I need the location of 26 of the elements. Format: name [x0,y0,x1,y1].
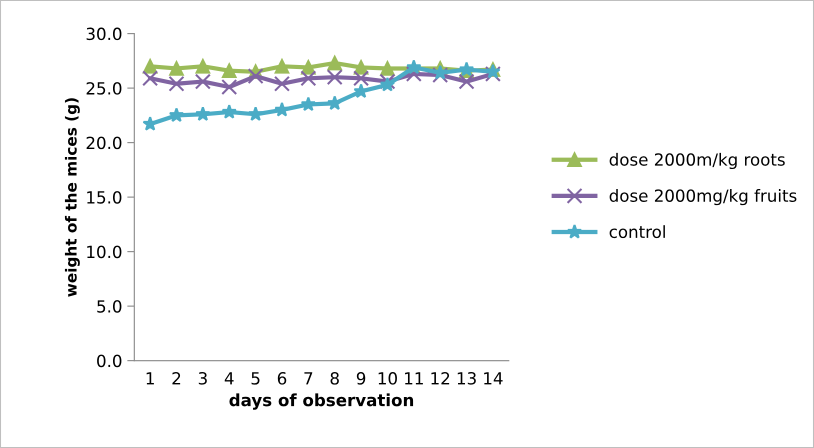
x-tick-label: 3 [198,372,207,385]
legend-label: control [610,225,665,238]
legend-label: dose 2000m/kg roots [610,152,785,170]
y-axis-title: weight of the mices (g) [64,98,80,297]
x-tick-label: 5 [252,372,260,385]
y-tick-label: 10.0 [87,246,122,258]
x-tick-label: 9 [356,372,366,385]
x-tick-label: 14 [484,372,503,384]
x-tick-label: 6 [278,372,286,385]
x-tick-label: 12 [431,372,450,384]
y-tick-label: 15.0 [87,191,122,204]
y-tick-label: 20.0 [86,136,122,150]
x-tick-label: 13 [458,372,476,385]
x-tick-label: 7 [304,372,312,384]
legend-label: dose 2000mg/kg fruits [610,189,796,206]
x-tick-label: 4 [224,372,234,384]
x-tick-label: 1 [146,372,154,384]
x-tick-label: 2 [172,372,180,384]
y-tick-label: 25.0 [86,82,122,95]
x-tick-label: 11 [405,372,423,384]
x-axis-title: days of observation [229,393,414,410]
y-tick-label: 30.0 [86,28,122,40]
y-tick-label: 5.0 [97,300,122,313]
x-tick-label: 8 [330,372,339,385]
y-tick-label: 0.0 [97,354,122,368]
x-tick-label: 10 [378,372,397,385]
